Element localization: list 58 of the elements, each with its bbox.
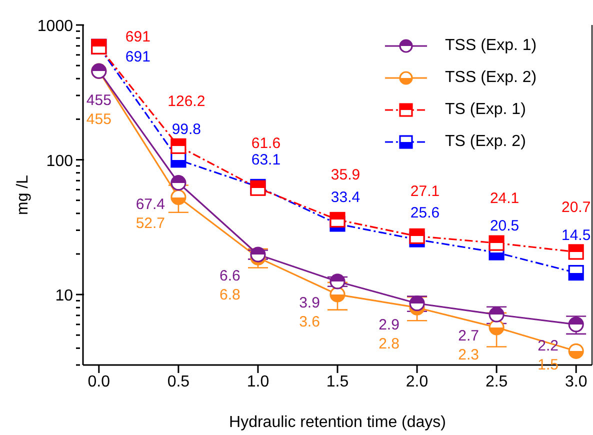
data-label: 24.1 <box>490 190 520 208</box>
legend-label: TS (Exp. 1) <box>445 101 526 119</box>
x-tick-label: 0.5 <box>167 373 190 390</box>
annotation: 2.7 <box>458 328 479 345</box>
point <box>409 228 425 244</box>
point <box>568 316 584 332</box>
legend-label: TSS (Exp. 1) <box>445 37 537 55</box>
x-tick-label: 1.5 <box>326 373 349 390</box>
data-label: 67.4 <box>136 196 166 213</box>
x-tick-label: 3.0 <box>564 373 588 390</box>
point <box>488 235 504 251</box>
point <box>330 286 346 302</box>
annotation: 2.3 <box>458 346 479 364</box>
point <box>568 264 584 281</box>
point <box>330 212 346 228</box>
data-label: 61.6 <box>251 135 281 152</box>
data-label: 20.5 <box>490 218 520 235</box>
y-axis-title: mg /L <box>14 174 32 216</box>
point <box>170 189 186 206</box>
data-label: 691 <box>125 48 150 66</box>
point <box>488 306 504 322</box>
point <box>568 343 584 359</box>
point <box>488 320 504 336</box>
data-label: 691 <box>125 28 150 46</box>
data-label: 20.7 <box>561 198 591 216</box>
data-label: 126.2 <box>168 93 206 110</box>
data-label: 27.1 <box>410 183 440 200</box>
data-label: 455 <box>86 92 112 110</box>
annotation: 3.6 <box>299 313 320 330</box>
annotation: 6.8 <box>220 286 240 304</box>
x-tick-label: 2.5 <box>485 373 508 390</box>
annotation: 2.8 <box>378 335 400 352</box>
annotation: 3.9 <box>299 294 320 312</box>
point <box>250 246 266 262</box>
point <box>568 244 584 260</box>
legend-label: TS (Exp. 2) <box>445 133 526 151</box>
data-label: 35.9 <box>330 166 360 184</box>
data-label: 14.5 <box>561 226 591 244</box>
data-label: 63.1 <box>251 152 281 169</box>
y-tick-label: 100 <box>46 152 74 170</box>
x-axis-title: Hydraulic retention time (days) <box>229 414 446 431</box>
x-tick-label: 2.0 <box>406 373 428 390</box>
annotation: 2.9 <box>378 316 400 334</box>
y-tick-label: 1000 <box>37 18 74 35</box>
x-tick-label: 0.0 <box>88 373 110 390</box>
data-label: 25.6 <box>410 204 440 222</box>
legend-label: TSS (Exp. 2) <box>445 69 537 87</box>
point <box>409 296 425 312</box>
y-tick-label: 10 <box>55 288 74 305</box>
point <box>170 175 186 191</box>
data-label: 33.4 <box>330 188 360 206</box>
annotation: 6.6 <box>220 268 240 285</box>
point <box>330 274 346 290</box>
data-label: 52.7 <box>136 214 166 232</box>
data-label: 99.8 <box>172 121 202 138</box>
point <box>170 138 186 154</box>
x-tick-label: 1.0 <box>246 373 270 390</box>
data-label: 455 <box>86 111 112 128</box>
